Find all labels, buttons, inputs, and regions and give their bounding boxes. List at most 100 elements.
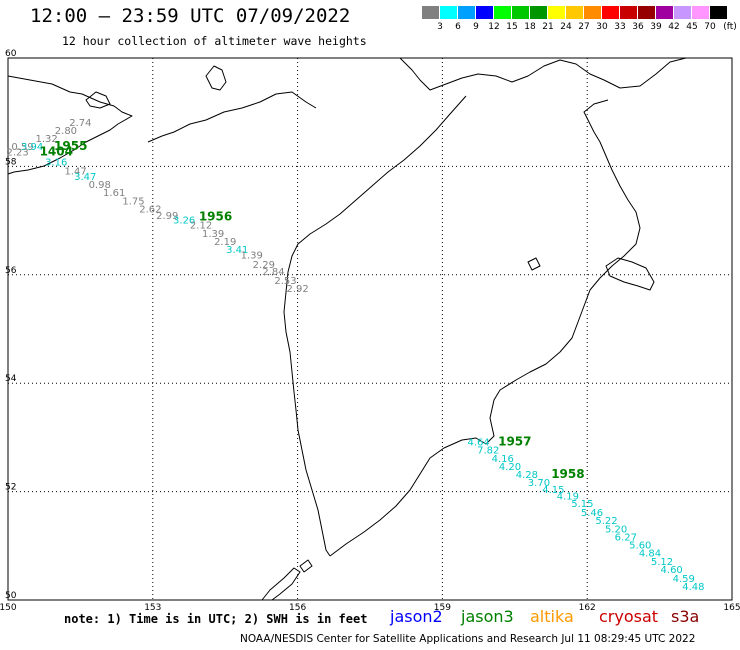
track-time-label: 1956 xyxy=(199,210,232,224)
track-time-label: 1955 xyxy=(54,139,87,153)
swh-value-label: 2.19 xyxy=(214,237,236,248)
legend-tick-label: 39 xyxy=(650,22,662,32)
satellite-label-cryosat: cryosat xyxy=(599,607,659,626)
swh-value-label: 1.75 xyxy=(122,196,144,207)
swh-value-label: 4.64 xyxy=(467,438,489,449)
coastline-north-shore xyxy=(147,91,317,143)
swh-value-label: 5.20 xyxy=(605,524,627,535)
swh-value-label: 0.59 xyxy=(11,142,33,153)
coastline-northwest xyxy=(7,75,133,175)
swh-value-label: 5.12 xyxy=(651,557,673,568)
satellite-label-s3a: s3a xyxy=(671,607,700,626)
legend-swatch xyxy=(440,6,457,19)
swh-value-label: 6.27 xyxy=(615,532,637,543)
coastline-shumshu xyxy=(299,559,313,573)
legend-swatch xyxy=(548,6,565,19)
swh-value-label: 3.70 xyxy=(528,478,550,489)
map-frame xyxy=(7,57,733,601)
legend-tick-label: 27 xyxy=(578,22,590,32)
swh-value-label: 4.59 xyxy=(673,574,695,585)
coastline-kamchatka-east xyxy=(329,99,641,557)
swh-value-label: 4.20 xyxy=(499,462,521,473)
swh-value-label: 2.62 xyxy=(139,204,161,215)
swh-value-label: 4.19 xyxy=(557,492,579,503)
swh-value-label: 5.22 xyxy=(595,516,617,527)
swh-value-label: 4.28 xyxy=(516,470,538,481)
legend-swatch xyxy=(422,6,439,19)
lon-tick-label: 162 xyxy=(579,603,596,613)
lat-tick-label: 60 xyxy=(5,49,17,59)
swh-value-label: 2.23 xyxy=(7,148,29,159)
swh-value-label: 4.15 xyxy=(542,485,564,496)
swh-value-label: 2.53 xyxy=(274,276,296,287)
lon-tick-label: 159 xyxy=(434,603,451,613)
coastline-kamchatka-west xyxy=(283,95,467,557)
legend-swatch xyxy=(566,6,583,19)
coastline-karaginsky-island xyxy=(605,257,655,291)
legend-tick-label: 42 xyxy=(668,22,680,32)
legend-swatch xyxy=(458,6,475,19)
swh-value-label: 3.94 xyxy=(21,142,43,153)
swh-value-label: 0.98 xyxy=(89,180,111,191)
legend-swatch xyxy=(530,6,547,19)
swh-value-label: 4.48 xyxy=(682,582,704,593)
swh-value-label: 3.16 xyxy=(45,157,67,168)
color-scale-legend: 3 6 9 12 15 18 21 24 27 30 33 36 39 42 45 70 (ft) xyxy=(422,6,737,36)
legend-swatch xyxy=(494,6,511,19)
legend-swatch xyxy=(710,6,727,19)
swh-value-label: 3.26 xyxy=(173,215,195,226)
swh-value-label: 5.60 xyxy=(629,541,651,552)
satellite-label-jason2: jason2 xyxy=(390,607,443,626)
swh-value-label: 5.15 xyxy=(571,499,593,510)
legend-tick-label: 30 xyxy=(596,22,608,32)
lat-tick-label: 50 xyxy=(5,591,17,601)
legend-tick-label: 36 xyxy=(632,22,644,32)
satellite-label-jason3: jason3 xyxy=(461,607,514,626)
coastline-paramushir xyxy=(261,567,301,601)
footer-note: note: 1) Time is in UTC; 2) SWH is in fe… xyxy=(64,612,368,626)
legend-tick-label: 12 xyxy=(488,22,500,32)
legend-tick-label: 6 xyxy=(455,22,461,32)
lat-tick-label: 52 xyxy=(5,483,16,493)
swh-value-label: 4.60 xyxy=(661,565,683,576)
swh-value-label: 2.74 xyxy=(69,118,91,129)
satellite-label-altika: altika xyxy=(530,607,574,626)
swh-value-label: 1.61 xyxy=(103,188,125,199)
legend-tick-label: 3 xyxy=(437,22,443,32)
track-time-label: 1404 xyxy=(40,145,73,159)
swh-value-label: 2.84 xyxy=(262,267,284,278)
legend-tick-label: 15 xyxy=(506,22,518,32)
swh-value-label: 3.41 xyxy=(226,245,248,256)
legend-swatch xyxy=(620,6,637,19)
swh-value-label: 4.16 xyxy=(492,454,514,465)
coastline-northeast xyxy=(399,57,687,91)
lon-tick-label: 150 xyxy=(0,603,17,613)
page-title: 12:00 — 23:59 UTC 07/09/2022 xyxy=(30,5,351,27)
legend-swatch xyxy=(584,6,601,19)
coastline-island-north xyxy=(205,65,227,91)
legend-swatch xyxy=(638,6,655,19)
legend-tick-label: 9 xyxy=(473,22,479,32)
legend-tick-label: 21 xyxy=(542,22,554,32)
swh-value-label: 7.82 xyxy=(477,446,499,457)
legend-tick-label: 18 xyxy=(524,22,536,32)
swh-value-label: 2.29 xyxy=(253,260,275,271)
legend-swatch xyxy=(512,6,529,19)
track-time-label: 1957 xyxy=(498,435,531,449)
legend-tick-label: 24 xyxy=(560,22,572,32)
lat-tick-label: 54 xyxy=(5,374,17,384)
lon-tick-label: 156 xyxy=(289,603,306,613)
legend-swatch xyxy=(692,6,709,19)
legend-tick-label: 33 xyxy=(614,22,626,32)
coastline-island xyxy=(85,91,111,109)
legend-swatch xyxy=(476,6,493,19)
legend-swatch xyxy=(656,6,673,19)
credit-line: NOAA/NESDIS Center for Satellite Applica… xyxy=(240,633,696,645)
swh-value-label: 1.39 xyxy=(202,229,224,240)
swh-value-label: 4.84 xyxy=(639,549,661,560)
legend-unit: (ft) xyxy=(723,22,737,32)
swh-value-label: 1.39 xyxy=(241,251,263,262)
coastline-islet xyxy=(527,257,541,271)
swh-value-label: 1.47 xyxy=(64,167,86,178)
